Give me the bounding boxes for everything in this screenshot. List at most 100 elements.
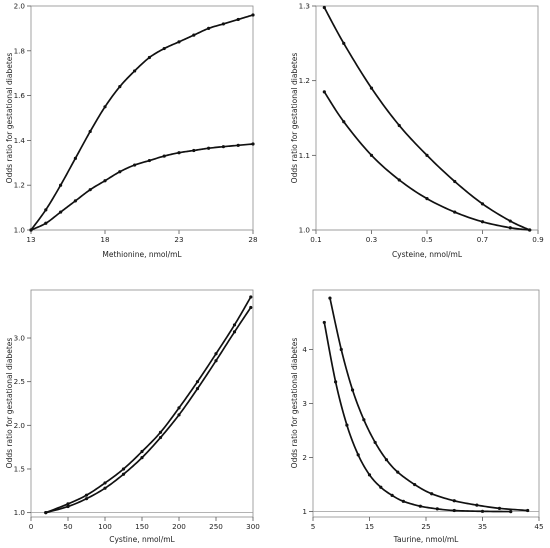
- curves: [29, 13, 255, 232]
- y-tick-label: 1.5: [14, 464, 25, 473]
- plot-frame: [30, 289, 254, 518]
- data-point: [236, 143, 240, 147]
- x-tick-label: 15: [365, 522, 374, 531]
- x-tick-label: 200: [172, 522, 186, 531]
- data-point: [251, 13, 255, 17]
- data-point: [66, 504, 70, 509]
- data-point: [118, 85, 122, 89]
- data-point: [430, 492, 434, 496]
- data-point: [401, 499, 405, 503]
- data-point: [322, 320, 326, 325]
- data-point: [328, 296, 332, 300]
- x-tick-label: 150: [135, 522, 149, 531]
- x-axis-label: Cystine, nmol/mL: [109, 535, 175, 544]
- data-point: [480, 202, 485, 206]
- data-point: [356, 453, 360, 457]
- curve-series-1: [44, 296, 252, 514]
- axis-ticks: 13 18 23 28 1.0 1.2 1.4 1.6 1.8 2.0: [14, 2, 258, 245]
- x-tick-label: 35: [478, 522, 487, 531]
- axis-ticks: 5 15 25 35 45 1 2 3 4: [302, 345, 543, 531]
- y-axis-label: Odds ratio for gestational diabetes: [290, 53, 299, 184]
- data-point: [192, 33, 196, 37]
- x-tick-label: 0: [29, 522, 34, 531]
- data-point: [452, 508, 456, 513]
- data-point: [452, 499, 456, 503]
- data-point: [88, 188, 92, 192]
- plot-frame: [315, 5, 539, 231]
- data-point: [29, 228, 33, 232]
- data-point: [508, 219, 512, 223]
- data-point: [367, 473, 372, 477]
- x-tick-label: 18: [100, 235, 110, 244]
- data-point: [251, 142, 255, 146]
- data-point: [425, 197, 429, 201]
- x-tick-label: 28: [248, 235, 258, 244]
- y-tick-label: 1.4: [14, 136, 26, 145]
- y-tick-label: 2.0: [14, 2, 26, 11]
- panel-cysteine: 0.1 0.3 0.5 0.7 0.9 1.0 1.1 1.2 1.3 Cysteine, nm…: [290, 2, 544, 260]
- x-tick-label: 0.1: [310, 235, 321, 244]
- y-tick-label: 4: [302, 345, 307, 354]
- curve-series-1: [329, 297, 529, 512]
- x-tick-label: 0.9: [532, 235, 544, 244]
- data-point: [121, 467, 126, 471]
- data-point: [369, 153, 374, 157]
- data-point: [339, 347, 343, 352]
- y-tick-label: 1.1: [299, 151, 310, 160]
- data-point: [73, 156, 77, 160]
- data-point: [232, 330, 237, 334]
- data-point: [453, 210, 457, 214]
- data-point: [397, 178, 401, 182]
- y-tick-label: 2: [302, 453, 307, 462]
- x-tick-label: 5: [311, 522, 316, 531]
- x-tick-label: 300: [246, 522, 260, 531]
- x-tick-label: 0.5: [421, 235, 432, 244]
- data-point: [413, 482, 417, 487]
- data-point: [177, 40, 181, 44]
- curve-series-2: [323, 321, 512, 513]
- data-point: [232, 323, 237, 327]
- data-point: [369, 86, 374, 90]
- data-point: [162, 154, 166, 158]
- axis-ticks: 0 50 100 150 200 250 300 1.0 1.5 2.0 2.5 3.0: [14, 334, 261, 531]
- y-tick-label: 3.0: [14, 334, 26, 343]
- data-point: [334, 380, 338, 384]
- data-point: [59, 210, 63, 214]
- curve-series-2: [30, 143, 254, 231]
- data-point: [214, 352, 218, 356]
- data-point: [418, 504, 422, 508]
- plot-frame: [312, 289, 540, 518]
- x-tick-label: 13: [26, 235, 35, 244]
- data-point: [147, 158, 151, 163]
- data-point: [133, 69, 137, 73]
- data-point: [236, 17, 240, 22]
- data-point: [88, 129, 92, 134]
- data-point: [103, 486, 107, 490]
- data-point: [84, 493, 89, 497]
- data-point: [158, 430, 163, 434]
- data-point: [103, 481, 107, 485]
- axis-ticks: 0.1 0.3 0.5 0.7 0.9 1.0 1.1 1.2 1.3: [299, 2, 545, 245]
- data-point: [480, 220, 485, 224]
- y-tick-label: 1.3: [299, 2, 310, 11]
- data-point: [362, 418, 366, 422]
- y-tick-label: 1.2: [299, 76, 310, 85]
- data-point: [133, 163, 137, 167]
- data-point: [526, 508, 530, 513]
- data-point: [44, 511, 48, 515]
- data-point: [140, 456, 144, 460]
- data-point: [249, 305, 253, 310]
- y-tick-label: 1.6: [14, 91, 26, 100]
- data-point: [73, 199, 77, 203]
- data-point: [118, 170, 122, 174]
- data-point: [177, 406, 181, 410]
- data-point: [66, 502, 70, 506]
- curves: [44, 295, 253, 515]
- y-tick-label: 1.0: [14, 508, 26, 517]
- x-axis-label: Cysteine, nmol/mL: [392, 250, 463, 259]
- x-tick-label: 45: [534, 522, 543, 531]
- data-point: [221, 145, 225, 149]
- y-tick-label: 2.5: [14, 377, 25, 386]
- data-point: [177, 413, 181, 417]
- data-point: [475, 503, 479, 507]
